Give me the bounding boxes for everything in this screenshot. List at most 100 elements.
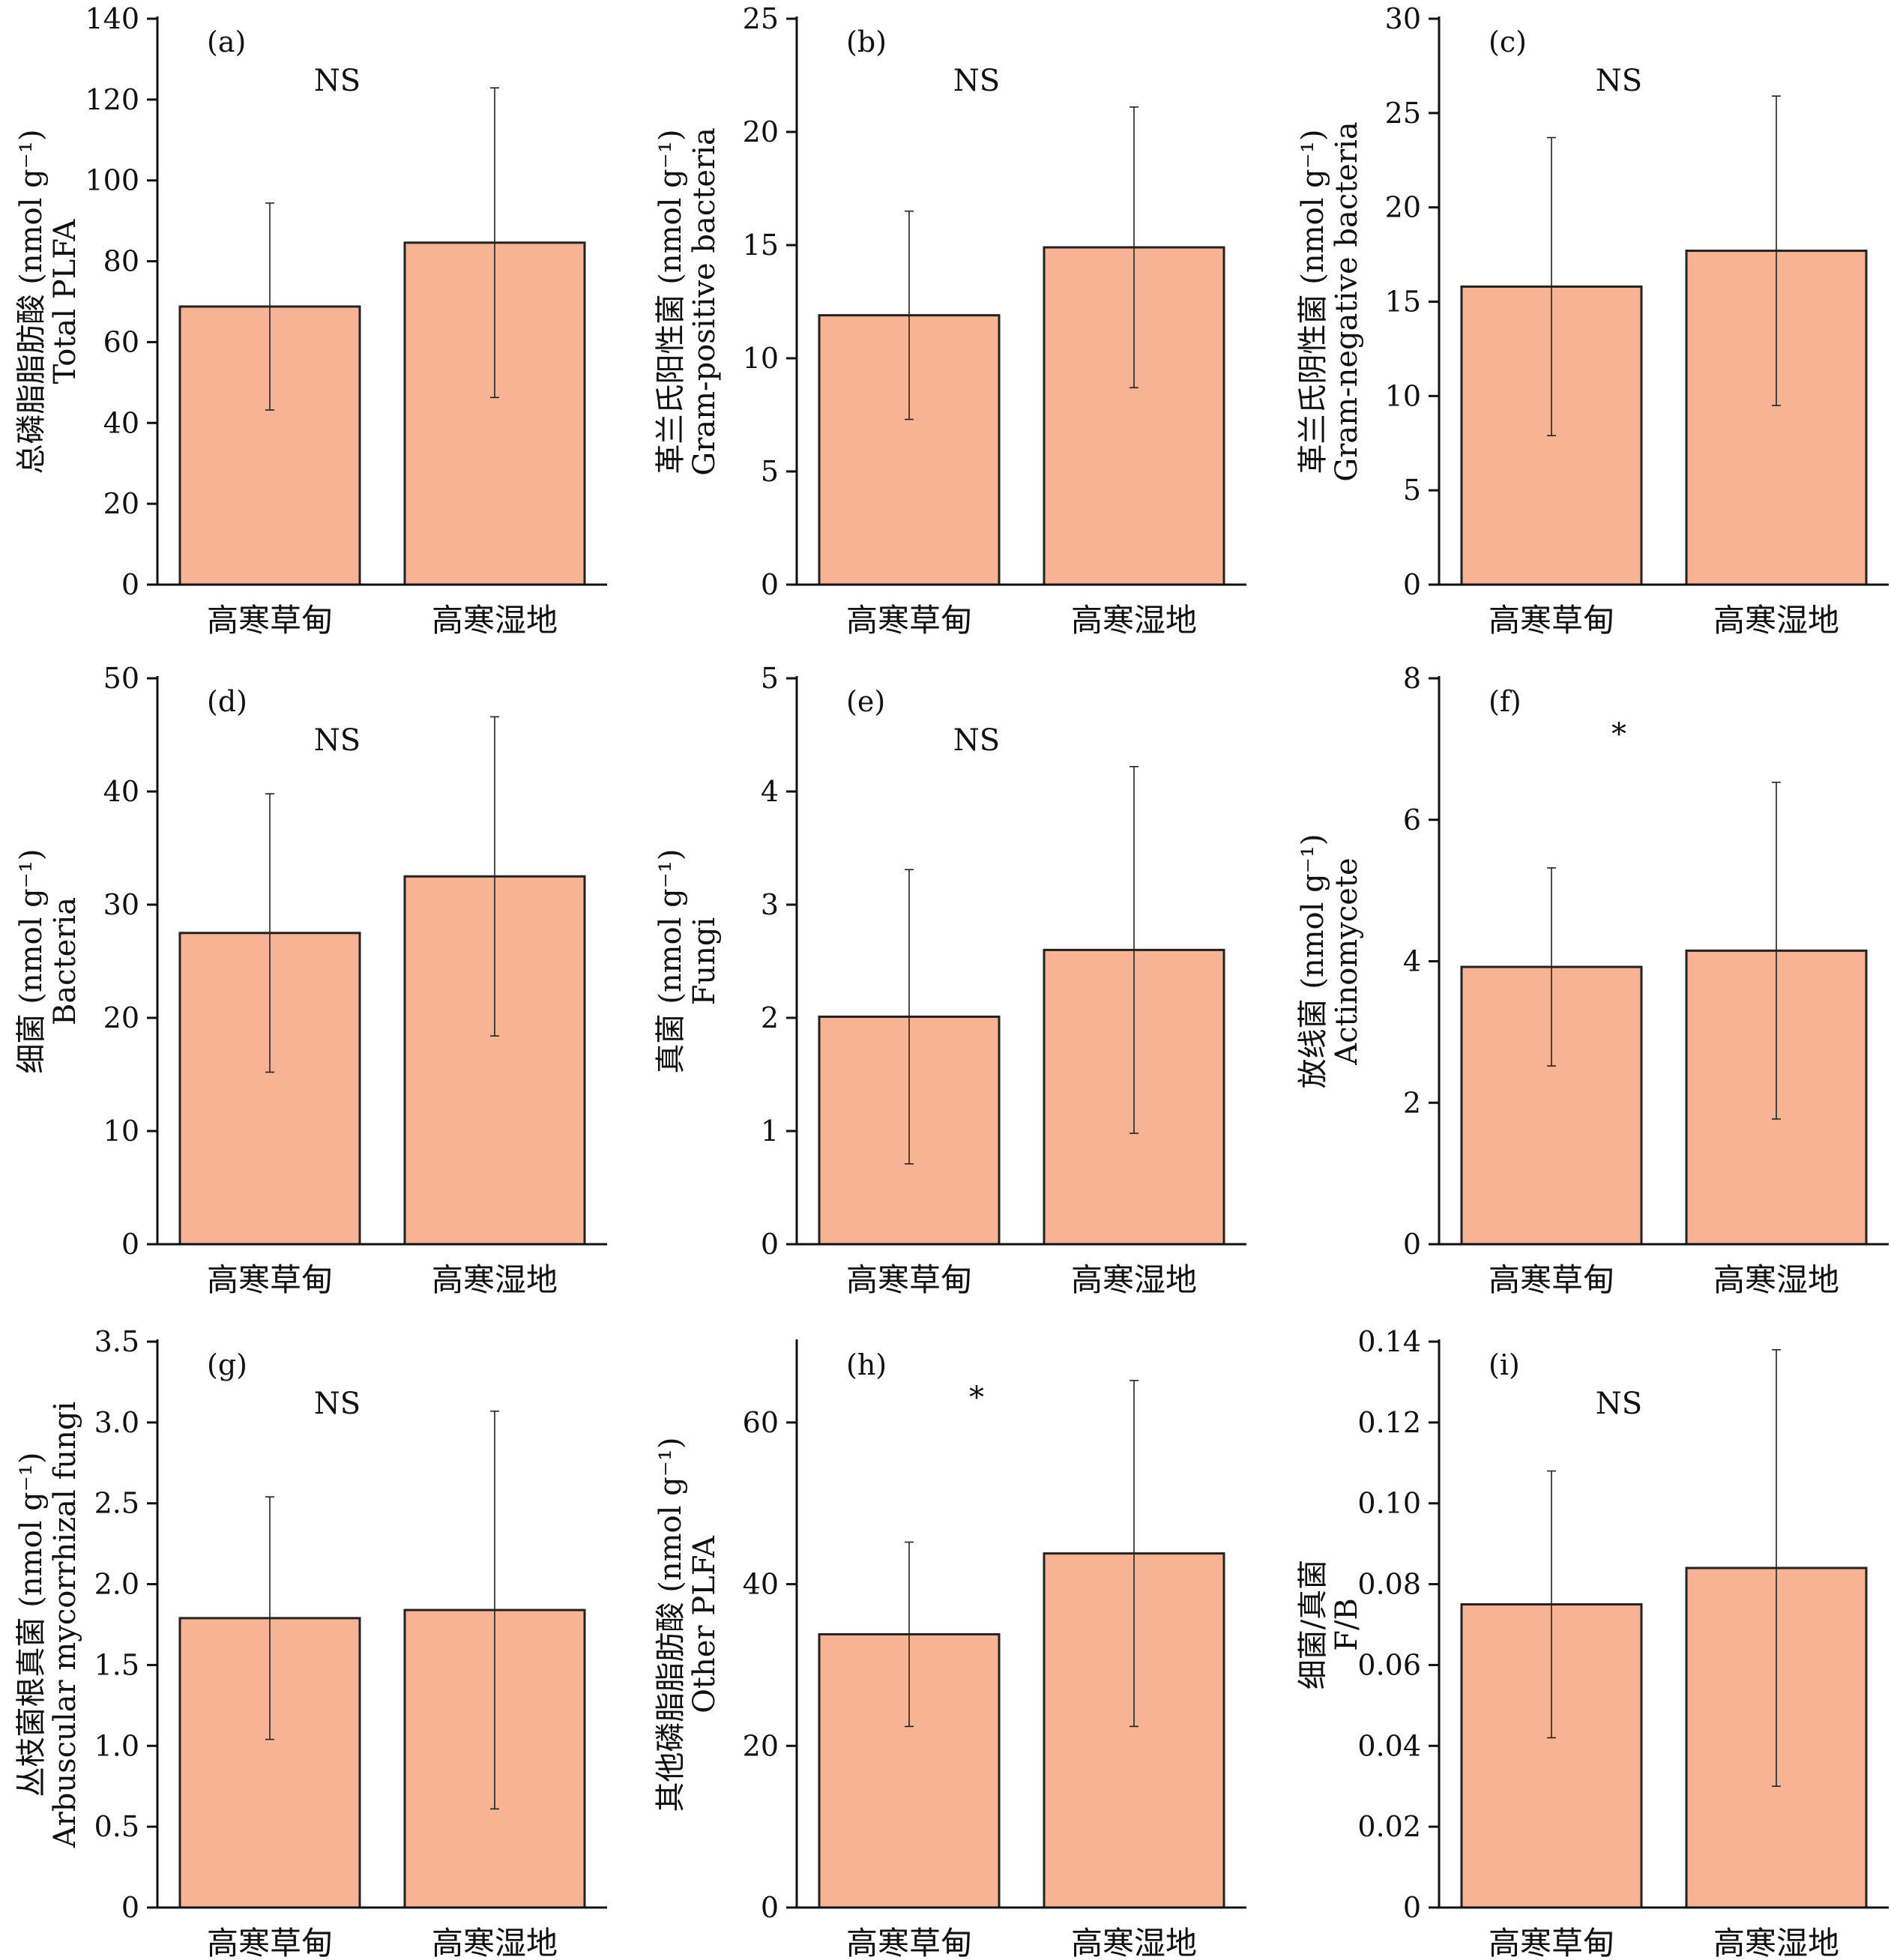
category-label: 高寒草甸 [846,1261,972,1298]
y-tick-label: 40 [743,1568,779,1601]
significance-label: * [969,1381,984,1415]
y-tick-label: 20 [103,1001,139,1034]
y-tick-label: 20 [743,1729,779,1762]
y-tick-label: 0.06 [1357,1648,1421,1681]
panel-f: 0 2 4 6 8 高寒草甸 高寒湿地 (f) * 放线菌 (nmol g⁻¹) Actinomyc… [1296,662,1889,1298]
y-tick-label: 10 [103,1115,139,1148]
category-label: 高寒湿地 [1713,1261,1839,1298]
category-label: 高寒草甸 [1489,1261,1614,1298]
category-label: 高寒湿地 [1713,1925,1839,1960]
panel-i: 0 0.02 0.04 0.06 0.08 0.10 0.12 0.14 高寒草甸 高寒湿地 (i)… [1296,1325,1889,1960]
y-tick-label: 1.5 [94,1648,139,1681]
category-label: 高寒湿地 [432,1925,558,1960]
y-axis-label-en: Fungi [687,917,722,1006]
y-tick-label: 60 [103,325,139,358]
y-tick-label: 0 [121,1228,139,1261]
panel-g: 0 0.5 1.0 1.5 2.0 2.5 3.0 3.5 高寒草甸 高寒湿地 (g) NS 丛枝菌根真… [14,1325,607,1960]
y-tick-label: 25 [743,2,779,35]
category-label: 高寒湿地 [1071,1925,1197,1960]
y-tick-label: 8 [1403,662,1421,695]
y-axis-label-en: F/B [1330,1598,1364,1651]
y-tick-label: 4 [761,775,779,808]
y-tick-label: 4 [1403,945,1421,978]
significance-label: NS [314,723,361,758]
panel-letter: (f) [1489,685,1521,718]
category-label: 高寒草甸 [1489,602,1614,639]
panel-letter: (a) [207,25,246,58]
category-label: 高寒湿地 [1071,1261,1197,1298]
y-tick-label: 1 [761,1115,779,1148]
y-tick-label: 0.5 [94,1810,139,1843]
y-tick-label: 0 [121,1891,139,1924]
y-tick-label: 15 [743,229,779,262]
panel-h: 0 20 40 60 高寒草甸 高寒湿地 (h) * 其他磷脂脂肪酸 (nmol g⁻¹) Oth… [654,1339,1246,1960]
panel-letter: (b) [846,25,887,58]
y-tick-label: 2.5 [94,1487,139,1520]
panel-d: 0 10 20 30 40 50 高寒草甸 高寒湿地 (d) NS 细菌 (nmol g⁻¹) Bac… [14,662,607,1298]
y-tick-label: 10 [743,342,779,375]
y-tick-label: 0 [761,568,779,601]
y-axis-label-en: Bacteria [48,897,82,1025]
panel-letter: (i) [1489,1348,1520,1381]
y-tick-label: 3.0 [94,1406,139,1439]
y-tick-label: 2 [761,1001,779,1034]
y-tick-label: 60 [743,1406,779,1439]
y-tick-label: 25 [1385,97,1421,130]
panel-letter: (c) [1489,25,1527,58]
y-tick-label: 50 [103,662,139,695]
y-tick-label: 30 [1385,2,1421,35]
y-tick-label: 5 [1403,474,1421,507]
y-tick-label: 0.04 [1357,1729,1421,1762]
y-tick-label: 3 [761,888,779,921]
panel-c: 0 5 10 15 20 25 30 高寒草甸 高寒湿地 (c) NS 革兰氏阴性菌 (nmol g⁻… [1296,2,1889,639]
significance-label: NS [1596,1387,1642,1421]
category-label: 高寒草甸 [207,602,333,639]
y-axis-label-cn: 丛枝菌根真菌 (nmol g⁻¹) [14,1453,49,1797]
y-tick-label: 20 [1385,191,1421,224]
y-tick-label: 20 [743,115,779,148]
y-tick-label: 120 [85,83,139,116]
y-tick-label: 5 [761,455,779,488]
y-axis-label-cn: 放线菌 (nmol g⁻¹) [1296,834,1330,1089]
y-tick-label: 2.0 [94,1568,139,1601]
panel-letter: (d) [207,685,247,718]
y-tick-label: 0.08 [1357,1568,1421,1601]
y-axis-label-en: Arbuscular mycorrhizal fungi [48,1402,82,1849]
y-tick-label: 140 [85,2,139,35]
y-axis-label-cn: 革兰氏阳性菌 (nmol g⁻¹) [654,130,688,474]
y-tick-label: 2 [1403,1086,1421,1119]
y-tick-label: 3.5 [94,1325,139,1358]
y-tick-label: 0 [1403,1891,1421,1924]
y-tick-label: 30 [103,888,139,921]
y-axis-label-cn: 革兰氏阴性菌 (nmol g⁻¹) [1296,130,1330,474]
category-label: 高寒草甸 [846,1925,972,1960]
y-tick-label: 0.12 [1357,1406,1421,1439]
significance-label: NS [953,64,1000,98]
panel-letter: (h) [846,1348,887,1381]
y-tick-label: 1.0 [94,1729,139,1762]
panel-letter: (g) [207,1348,247,1381]
y-tick-label: 80 [103,245,139,278]
y-tick-label: 0 [761,1891,779,1924]
y-axis-label-cn: 总磷脂脂肪酸 (nmol g⁻¹) [14,130,49,474]
y-tick-label: 5 [761,662,779,695]
significance-label: NS [314,64,361,98]
y-tick-label: 40 [103,406,139,439]
panel-e: 0 1 2 3 4 5 高寒草甸 高寒湿地 (e) NS 真菌 (nmol g⁻¹) Fungi [654,662,1246,1298]
significance-label: * [1611,717,1626,752]
y-tick-label: 6 [1403,803,1421,836]
y-tick-label: 0 [1403,1228,1421,1261]
panel-b: 0 5 10 15 20 25 高寒草甸 高寒湿地 (b) NS 革兰氏阳性菌 (nmol g⁻¹)… [654,2,1246,639]
y-axis-label-cn: 细菌/真菌 [1296,1560,1330,1689]
significance-label: NS [953,723,1000,758]
y-axis-label-en: Total PLFA [48,219,82,385]
y-axis-label-en: Other PLFA [687,1535,722,1713]
y-axis-label-en: Gram-negative bacteria [1330,121,1364,481]
y-tick-label: 0.10 [1357,1487,1421,1520]
y-tick-label: 100 [85,164,139,197]
significance-label: NS [1596,64,1642,98]
y-tick-label: 0 [1403,568,1421,601]
y-axis-label-cn: 其他磷脂脂肪酸 (nmol g⁻¹) [654,1438,688,1812]
significance-label: NS [314,1387,361,1421]
y-tick-label: 0 [761,1228,779,1261]
